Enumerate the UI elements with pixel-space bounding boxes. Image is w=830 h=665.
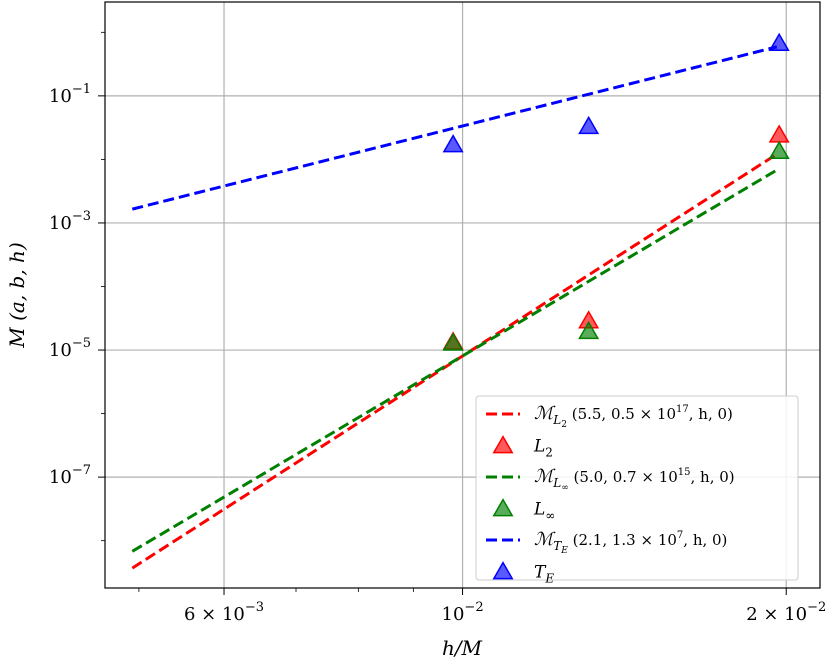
legend-marker-swatch (492, 561, 514, 580)
y-axis-label: M (a, b, h) (5, 242, 29, 348)
model-line (131, 168, 778, 553)
x-tick-label: 6 × 10−3 (184, 600, 264, 625)
legend-label: ℳL2 (5.5, 0.5 × 1017, h, 0) (534, 403, 733, 430)
legend-label: L2 (533, 437, 553, 460)
data-marker (768, 140, 790, 159)
data-markers (442, 32, 790, 351)
legend-marker-swatch (492, 498, 514, 517)
legend-label: TE (534, 563, 554, 586)
axis-ticks: 6 × 10−3 10−2 2 × 10−2 10−7 10−5 10−3 10−1 (49, 31, 826, 625)
x-tick-label: 2 × 10−2 (746, 600, 826, 625)
x-tick-label: 10−2 (442, 600, 484, 625)
data-marker (578, 320, 600, 340)
legend-box (475, 395, 799, 581)
data-marker (442, 134, 464, 153)
y-tick-label: 10−1 (49, 82, 91, 107)
legend-marker-swatch (492, 435, 514, 454)
y-tick-label: 10−3 (49, 209, 91, 234)
data-marker (442, 332, 464, 351)
model-line (131, 45, 778, 211)
x-axis-label: h/M (442, 636, 483, 660)
legend: ℳL2 (5.5, 0.5 × 1017, h, 0) L2 ℳL∞ (5.0, 0… (475, 395, 799, 586)
y-tick-label: 10−7 (49, 463, 91, 488)
data-marker (768, 124, 790, 143)
series-lines (131, 45, 778, 570)
legend-label: ℳL∞ (5.0, 0.7 × 1015, h, 0) (534, 466, 735, 493)
data-marker (768, 32, 790, 52)
legend-label: L∞ (533, 500, 555, 523)
data-marker (578, 115, 600, 135)
y-tick-label: 10−5 (49, 336, 91, 361)
plot-frame (104, 1, 821, 589)
legend-label: ℳTE (2.1, 1.3 × 107, h, 0) (534, 529, 727, 556)
